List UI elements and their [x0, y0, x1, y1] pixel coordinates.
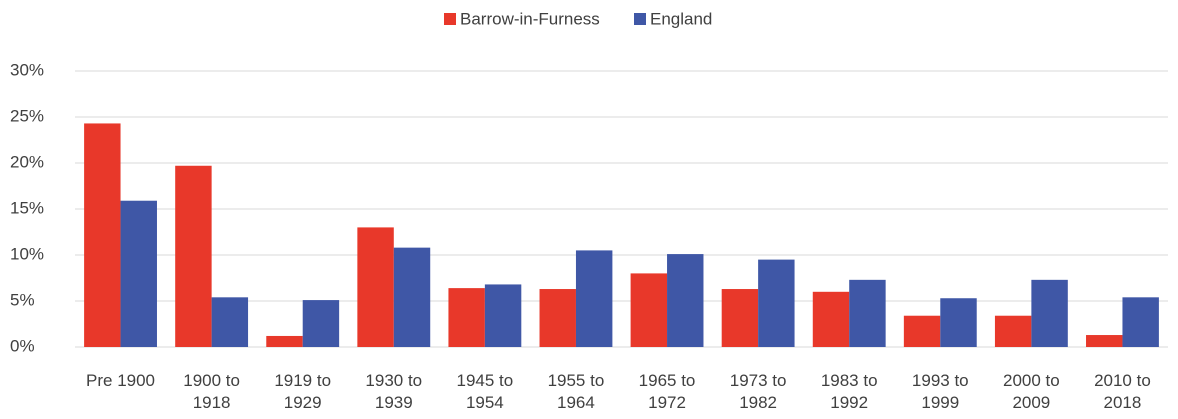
bar [630, 273, 668, 347]
bar [849, 279, 886, 347]
bar [393, 247, 431, 347]
bar [903, 315, 941, 347]
bar [120, 200, 157, 347]
bar [1031, 279, 1068, 347]
bar [940, 298, 977, 347]
y-tick-label: 30% [10, 60, 44, 79]
x-tick-label: 1993 to 1999 [911, 371, 969, 412]
y-tick-label: 20% [10, 152, 44, 171]
bar [1086, 335, 1123, 347]
bar [211, 297, 249, 347]
bar [448, 288, 485, 347]
x-tick-label: 1945 to 1954 [456, 371, 514, 412]
x-tick-label: Pre 1900 [86, 371, 156, 390]
bar [721, 289, 759, 347]
bar [994, 315, 1032, 347]
legend-swatch [444, 13, 456, 25]
x-tick-label: 1955 to 1964 [547, 371, 605, 412]
bar [84, 123, 121, 347]
bar [302, 300, 340, 347]
legend-label: Barrow-in-Furness [460, 9, 600, 28]
y-tick-label: 5% [10, 290, 35, 309]
y-tick-label: 15% [10, 198, 44, 217]
legend-swatch [634, 13, 646, 25]
x-tick-label: 1983 to 1992 [820, 371, 878, 412]
y-tick-label: 10% [10, 244, 44, 263]
x-tick-label: 1900 to 1918 [183, 371, 240, 412]
bar [667, 254, 704, 347]
x-tick-label: 1930 to 1939 [365, 371, 423, 412]
legend-label: England [650, 9, 712, 28]
x-tick-label: 1965 to 1972 [638, 371, 696, 412]
bar [175, 165, 212, 347]
x-tick-label: 2000 to 2009 [1002, 371, 1060, 412]
bar [575, 250, 613, 347]
x-tick-label: 1973 to 1982 [729, 371, 787, 412]
y-tick-label: 25% [10, 106, 44, 125]
bar [266, 335, 303, 347]
bar [812, 291, 850, 347]
x-tick-label: 2010 to 2018 [1094, 371, 1151, 412]
bar [758, 259, 795, 347]
bar [484, 284, 522, 347]
bar [357, 227, 394, 347]
y-tick-label: 0% [10, 336, 35, 355]
x-tick-label: 1919 to 1929 [274, 371, 332, 412]
bar [539, 289, 576, 347]
bar [1122, 297, 1159, 347]
